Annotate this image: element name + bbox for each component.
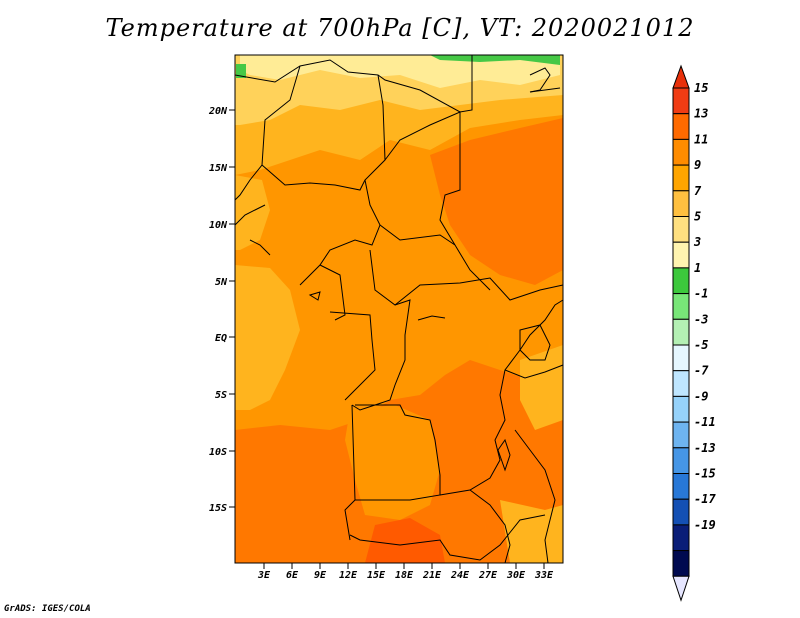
colorbar-swatch: [672, 113, 690, 140]
colorbar-swatch: [672, 421, 690, 449]
colorbar-label: 7: [694, 184, 702, 198]
lat-tick-label: 10N: [209, 220, 228, 231]
colorbar-swatch: [672, 164, 690, 192]
lon-tick-label: 24E: [450, 570, 470, 581]
lon-tick-label: 3E: [257, 570, 271, 581]
colorbar-label: -17: [694, 492, 716, 506]
colorbar-swatch: [672, 370, 690, 397]
zone-t7-westcoast: [235, 265, 300, 410]
zone-t9-east: [520, 345, 563, 430]
colorbar-label: -5: [694, 338, 708, 352]
colorbar-swatch: [672, 241, 690, 269]
lat-tick-label: 20N: [208, 106, 228, 117]
map-panel: [235, 55, 563, 563]
colorbar-swatch: [672, 550, 690, 577]
colorbar-label: -13: [694, 441, 716, 455]
zone-t9-south: [345, 405, 440, 520]
lat-tick-label: 5S: [215, 390, 227, 401]
credit-label: GrADS: IGES/COLA: [4, 604, 91, 614]
zone-t1-north: [430, 55, 560, 65]
lon-tick-label: 30E: [506, 570, 526, 581]
colorbar-swatch: [672, 473, 690, 500]
colorbar-label: -15: [694, 467, 716, 481]
country-borders: [234, 55, 564, 564]
colorbar-label: 1: [694, 261, 701, 275]
lon-tick-label: 6E: [286, 570, 299, 581]
lon-tick-label: 12E: [339, 570, 358, 581]
lon-tick-label: 15E: [367, 570, 386, 581]
map-frame: [234, 54, 564, 564]
colorbar-label: -9: [694, 389, 708, 403]
colorbar-label: 15: [694, 81, 708, 95]
colorbar-swatch: [672, 216, 690, 243]
zone-t3-north: [240, 55, 560, 88]
colorbar: 15 13 11 9 7 5 3 1 -1 -3 -5 -7 -9 -11 -13 -15 -17 -19: [672, 64, 716, 602]
colorbar-swatch: [672, 267, 690, 295]
colorbar-label: -3: [694, 312, 708, 326]
lat-tick-label: 10S: [209, 447, 227, 458]
lon-tick-label: 18E: [395, 570, 414, 581]
colorbar-label: 9: [694, 158, 701, 172]
zone-t9-coast-se: [500, 500, 563, 563]
lon-tick-label: 9E: [314, 570, 327, 581]
lon-tick-label: 33E: [534, 570, 554, 581]
colorbar-swatch: [672, 447, 690, 474]
colorbar-label: -11: [694, 415, 716, 429]
lat-tick-label: 15N: [209, 163, 228, 174]
zone-t11-sahel: [430, 118, 563, 285]
zone-t13-south: [365, 518, 445, 563]
zone-t1-nw: [236, 64, 246, 78]
colorbar-swatch: [672, 395, 690, 423]
colorbar-swatch: [672, 498, 690, 526]
colorbar-label: 13: [694, 107, 708, 121]
colorbar-label: -1: [694, 287, 708, 301]
colorbar-swatch: [672, 344, 690, 372]
colorbar-label: -7: [694, 364, 709, 378]
latitude-axis: 20N 15N 10N 5N EQ 5S 10S 15S: [208, 106, 235, 514]
zone-t7-west: [235, 175, 270, 250]
colorbar-arrow-bottom: [672, 575, 690, 602]
lat-tick-label: 5N: [215, 277, 228, 288]
colorbar-label: -19: [694, 518, 716, 532]
lon-tick-label: 27E: [478, 570, 498, 581]
colorbar-label: 11: [694, 132, 708, 146]
colorbar-swatch: [672, 138, 690, 166]
lon-tick-label: 21E: [422, 570, 442, 581]
colorbar-swatch: [672, 87, 690, 115]
colorbar-swatch: [672, 293, 690, 320]
lat-tick-label: 15S: [209, 503, 227, 514]
map-title: Temperature at 700hPa [C], VT: 202002101…: [105, 14, 695, 42]
colorbar-swatch: [672, 190, 690, 218]
colorbar-swatch: [672, 318, 690, 346]
colorbar-label: 3: [693, 235, 701, 249]
colorbar-arrow-top: [672, 64, 690, 89]
colorbar-label: 5: [694, 210, 701, 224]
lat-tick-label: EQ: [215, 333, 227, 344]
longitude-axis: 3E 6E 9E 12E 15E 18E 21E 24E 27E 30E 33E: [257, 563, 554, 581]
colorbar-swatch: [672, 524, 690, 552]
